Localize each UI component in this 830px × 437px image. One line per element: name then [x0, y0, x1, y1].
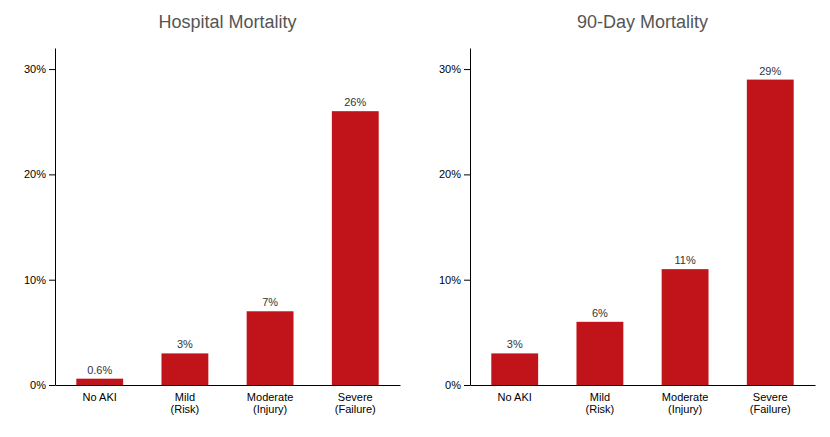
- x-tick: Mild(Risk): [586, 391, 615, 416]
- x-tick-label: No AKI: [83, 391, 117, 403]
- x-tick-label-line: (Failure): [335, 403, 376, 415]
- y-tick: 20%: [439, 168, 470, 180]
- data-label: 3%: [177, 338, 193, 350]
- bar: [747, 80, 794, 385]
- bars: [76, 111, 378, 385]
- x-tick-label: Moderate(Injury): [247, 391, 293, 416]
- y-tick-mark: [464, 280, 470, 281]
- y-axis: 0% 10% 20% 30%: [439, 49, 471, 392]
- chart-title: Hospital Mortality: [158, 12, 296, 32]
- y-tick-mark: [49, 385, 55, 386]
- x-tick: Severe(Failure): [335, 391, 376, 416]
- bar: [76, 379, 123, 385]
- x-tick-label-line: Severe: [338, 391, 373, 403]
- data-label: 0.6%: [87, 364, 112, 376]
- y-tick-label: 20%: [24, 168, 46, 180]
- y-tick-mark: [464, 69, 470, 70]
- x-axis: No AKI Mild(Risk) Moderate(Injury) Severe(F…: [471, 386, 816, 416]
- y-tick: 30%: [24, 63, 55, 75]
- y-tick-label: 30%: [439, 63, 461, 75]
- bar: [491, 353, 538, 385]
- x-tick: Severe(Failure): [750, 391, 791, 416]
- x-tick-label-line: (Injury): [668, 403, 702, 415]
- x-tick-label-line: (Risk): [171, 403, 200, 415]
- data-labels: 0.6% 3% 7% 26%: [87, 96, 366, 375]
- y-tick-label: 20%: [439, 168, 461, 180]
- x-axis-line: [56, 385, 401, 386]
- chart-svg: 0%10%20%30%No AKIMild(Risk)Moderate(Inju…: [0, 0, 830, 437]
- y-axis-line: [470, 49, 471, 386]
- y-axis-line: [55, 49, 56, 386]
- x-tick-label: Mild(Risk): [171, 391, 200, 416]
- x-tick-label: No AKI: [498, 391, 532, 403]
- y-tick-label: 10%: [24, 274, 46, 286]
- x-tick-label: Moderate(Injury): [662, 391, 708, 416]
- bar: [332, 111, 379, 385]
- y-tick-label: 0%: [445, 379, 461, 391]
- x-tick-label-line: No AKI: [498, 391, 532, 403]
- x-tick: Moderate(Injury): [247, 391, 293, 416]
- bar: [576, 322, 623, 385]
- data-label: 3%: [507, 338, 523, 350]
- y-tick: 20%: [24, 168, 55, 180]
- x-tick: No AKI: [83, 391, 117, 403]
- x-tick: Mild(Risk): [171, 391, 200, 416]
- y-tick: 0%: [445, 379, 470, 391]
- x-tick-label-line: (Failure): [750, 403, 791, 415]
- y-tick-label: 10%: [439, 274, 461, 286]
- x-tick-label-line: (Injury): [253, 403, 287, 415]
- data-label: 26%: [344, 96, 366, 108]
- x-tick-label: Severe(Failure): [335, 391, 376, 416]
- chart-title: 90-Day Mortality: [577, 12, 708, 32]
- x-tick-label-line: Mild: [175, 391, 195, 403]
- x-tick: No AKI: [498, 391, 532, 403]
- x-tick-label-line: Severe: [753, 391, 788, 403]
- x-tick: Moderate(Injury): [662, 391, 708, 416]
- bar: [662, 269, 709, 385]
- x-tick-label-line: (Risk): [586, 403, 615, 415]
- y-tick-mark: [464, 385, 470, 386]
- bar: [161, 353, 208, 385]
- y-tick-label: 0%: [30, 379, 46, 391]
- data-label: 11%: [674, 254, 695, 266]
- y-tick: 0%: [30, 379, 55, 391]
- data-label: 6%: [592, 307, 608, 319]
- x-tick-label-line: Mild: [590, 391, 610, 403]
- panel: 0% 10% 20% 30% No AKI Mild(Risk) Moderate(Inju…: [439, 12, 816, 415]
- y-tick-mark: [49, 69, 55, 70]
- x-tick-label-line: No AKI: [83, 391, 117, 403]
- data-labels: 3% 6% 11% 29%: [507, 65, 782, 351]
- y-axis: 0% 10% 20% 30%: [24, 49, 56, 392]
- y-tick-mark: [464, 174, 470, 175]
- y-tick-label: 30%: [24, 63, 46, 75]
- panel: 0% 10% 20% 30% No AKI Mild(Risk) Moderate(Inju…: [24, 12, 401, 415]
- x-tick-label: Mild(Risk): [586, 391, 615, 416]
- data-label: 7%: [262, 296, 278, 308]
- data-label: 29%: [759, 65, 781, 77]
- y-tick-mark: [49, 280, 55, 281]
- y-tick: 10%: [24, 274, 55, 286]
- bars: [491, 80, 793, 385]
- x-tick-label-line: Moderate: [662, 391, 708, 403]
- y-tick: 10%: [439, 274, 470, 286]
- x-tick-label: Severe(Failure): [750, 391, 791, 416]
- x-axis-line: [471, 385, 816, 386]
- bar: [247, 311, 294, 385]
- y-tick: 30%: [439, 63, 470, 75]
- y-tick-mark: [49, 174, 55, 175]
- x-tick-label-line: Moderate: [247, 391, 293, 403]
- x-axis: No AKI Mild(Risk) Moderate(Injury) Severe(F…: [56, 386, 401, 416]
